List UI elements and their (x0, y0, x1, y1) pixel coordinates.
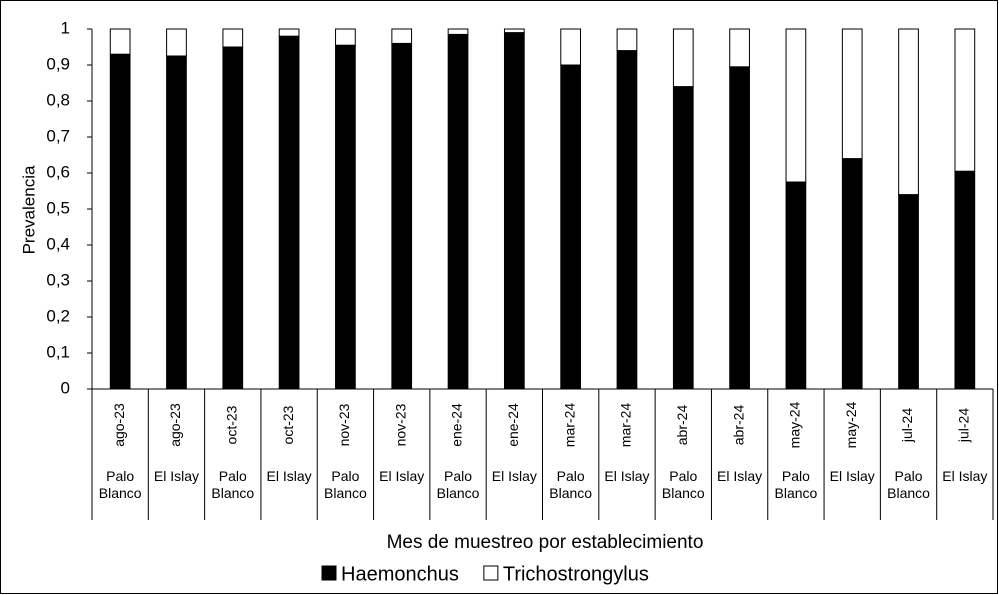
group-label-box: Palo Blanco (887, 468, 930, 501)
group-label-box: Palo Blanco (211, 468, 255, 501)
x-tick-label: ene-24 (505, 403, 521, 447)
group-label: Palo Blanco (661, 468, 705, 501)
x-tick-label: may-24 (787, 401, 803, 448)
bar-segment (109, 53, 131, 390)
y-tick-label: 0,4 (46, 234, 70, 253)
bar-segment (166, 55, 187, 390)
bar-segment (109, 28, 131, 55)
x-tick-label: jul-24 (956, 408, 972, 443)
group-label: El Islay (379, 468, 425, 484)
x-tick-label: ene-24 (449, 403, 465, 447)
bar-segment (672, 28, 694, 88)
group-label-box: El Islay (153, 468, 200, 484)
bar-segment (503, 28, 525, 34)
group-label-box: El Islay (829, 468, 875, 484)
bar-segment (785, 28, 807, 183)
bar-segment (672, 86, 694, 390)
group-label: El Islay (491, 468, 537, 484)
y-tick-label: 1 (61, 18, 70, 37)
group-label-box: Palo Blanco (436, 468, 480, 501)
group-label-box: El Islay (491, 468, 537, 484)
x-tick-label: nov-23 (336, 403, 352, 446)
y-tick-label: 0,3 (46, 270, 70, 289)
y-tick-label: 0,6 (46, 162, 70, 181)
bar-segment (447, 33, 469, 390)
bar-segment (391, 42, 413, 390)
x-axis-title: Mes de muestreo por establecimiento (387, 532, 704, 553)
legend-swatch (483, 565, 499, 581)
group-label-box: El Islay (379, 468, 425, 484)
y-axis-title: Prevalencia (19, 165, 38, 254)
legend-label: Haemonchus (341, 563, 459, 585)
group-label: Palo Blanco (774, 468, 818, 501)
y-tick-label: 0,9 (46, 54, 70, 73)
y-tick-label: 0,2 (46, 306, 70, 325)
x-tick-label: abr-24 (730, 405, 746, 446)
y-tick-label: 0,5 (46, 198, 70, 217)
bar-segment (335, 44, 356, 390)
group-label: Palo Blanco (436, 468, 480, 501)
bar-segment (954, 28, 976, 172)
bar-segment (616, 28, 638, 52)
x-tick-label: oct-23 (223, 405, 239, 444)
y-tick-label: 0 (61, 378, 70, 397)
group-label-box: Palo Blanco (98, 468, 142, 501)
bar-segment (503, 32, 525, 390)
group-label-box: El Islay (266, 468, 312, 484)
group-label-box: Palo Blanco (661, 468, 705, 501)
group-label-box: El Islay (717, 468, 763, 484)
x-tick-label: oct-23 (280, 405, 296, 444)
bar-segment (335, 28, 356, 46)
bar-segment (954, 170, 976, 390)
bar-segment (785, 181, 807, 390)
bar-segment (729, 66, 750, 390)
bar-segment (222, 46, 244, 390)
legend-label: Trichostrongylus (503, 563, 649, 585)
bar-segment (278, 35, 300, 390)
x-tick-label: mar-24 (561, 403, 577, 448)
bar-segment (841, 28, 863, 160)
bar-segment (391, 28, 413, 44)
group-label: El Islay (153, 468, 200, 484)
group-label-box: El Islay (942, 468, 988, 484)
group-label: Palo Blanco (324, 468, 367, 501)
bar-segment (898, 194, 919, 390)
group-label-box: Palo Blanco (549, 468, 593, 501)
bar-segment (447, 28, 469, 35)
x-tick-label: jul-24 (899, 408, 915, 443)
group-label: El Islay (717, 468, 763, 484)
x-tick-label: ago-23 (167, 403, 183, 447)
legend-swatch (321, 565, 337, 581)
bar-segment (560, 28, 582, 66)
bar-segment (166, 28, 187, 57)
group-label: El Islay (829, 468, 875, 484)
bar-segment (841, 158, 863, 390)
group-label-box: Palo Blanco (324, 468, 367, 501)
group-label: Palo Blanco (549, 468, 593, 501)
group-label-box: El Islay (604, 468, 650, 484)
y-tick-label: 0,8 (46, 90, 70, 109)
group-label: Palo Blanco (211, 468, 255, 501)
x-tick-label: may-24 (843, 401, 859, 448)
bar-segment (560, 64, 582, 390)
y-tick-label: 0,7 (46, 126, 70, 145)
y-tick-label: 0,1 (46, 342, 70, 361)
bar-segment (278, 28, 300, 37)
x-tick-label: mar-24 (618, 403, 634, 448)
x-tick-label: nov-23 (392, 403, 408, 446)
x-tick-label: ago-23 (111, 403, 127, 447)
x-tick-label: abr-24 (674, 405, 690, 446)
group-label: El Islay (266, 468, 312, 484)
group-label: El Islay (942, 468, 988, 484)
group-label: Palo Blanco (887, 468, 930, 501)
bar-segment (898, 28, 919, 196)
bar-segment (222, 28, 244, 48)
bar-segment (616, 50, 638, 390)
group-label: El Islay (604, 468, 650, 484)
group-label: Palo Blanco (98, 468, 142, 501)
group-label-box: Palo Blanco (774, 468, 818, 501)
bar-segment (729, 28, 750, 68)
